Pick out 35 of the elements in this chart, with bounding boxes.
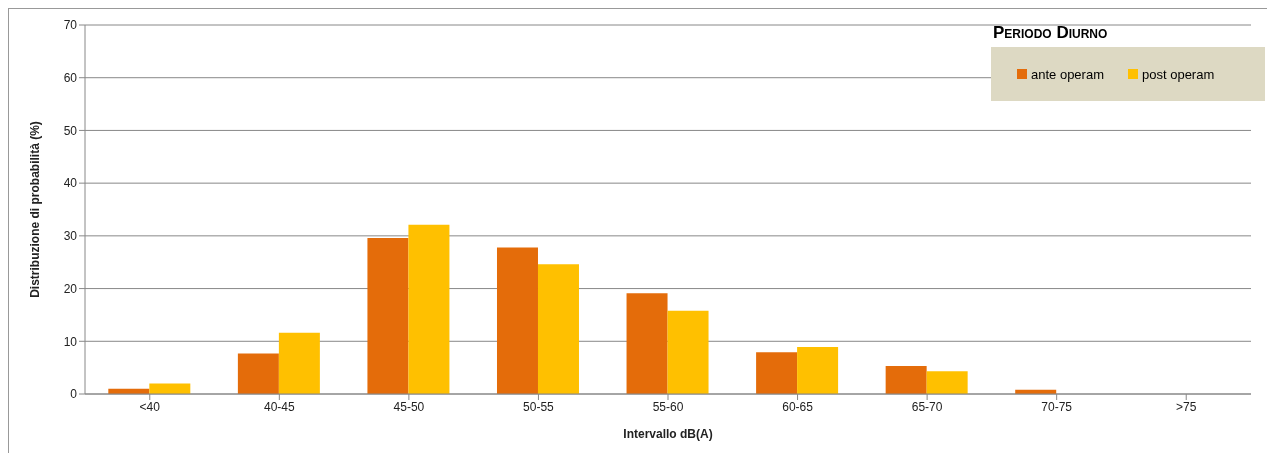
x-tick-label: <40 <box>139 399 161 414</box>
bar <box>237 353 279 394</box>
y-tick-label: 20 <box>63 281 78 296</box>
y-tick-label: 10 <box>63 334 78 349</box>
legend-label: ante operam <box>1030 66 1104 82</box>
bar <box>278 332 320 394</box>
bar <box>667 310 709 394</box>
bar <box>496 247 538 394</box>
bar <box>885 366 927 394</box>
y-tick-label: 50 <box>63 123 78 138</box>
y-tick-label: 30 <box>63 229 78 244</box>
bar <box>926 371 968 394</box>
bar <box>408 224 450 394</box>
bar <box>797 347 839 394</box>
x-axis-title: Intervallo dB(A) <box>623 427 713 441</box>
y-tick-label: 70 <box>63 18 78 33</box>
y-tick-label: 40 <box>63 176 78 191</box>
x-tick-label: 70-75 <box>1041 399 1073 414</box>
y-tick-label: 0 <box>70 387 78 402</box>
x-tick-label: 60-65 <box>782 399 814 414</box>
bar <box>626 293 668 394</box>
y-tick-label: 60 <box>63 70 78 85</box>
x-tick-label: 65-70 <box>911 399 943 414</box>
x-tick-label: 50-55 <box>523 399 555 414</box>
bar <box>149 383 191 394</box>
bar <box>537 264 579 394</box>
x-tick-label: >75 <box>1176 399 1197 414</box>
bar <box>367 237 409 394</box>
legend-title: Periodo Diurno <box>993 23 1109 44</box>
x-tick-label: 45-50 <box>393 399 425 414</box>
legend-label: post operam <box>1141 66 1215 82</box>
bar <box>756 352 798 394</box>
x-tick-label: 40-45 <box>263 399 295 414</box>
y-axis-title: Distribuzione di probabilità (%) <box>28 121 43 298</box>
x-tick-label: 55-60 <box>652 399 684 414</box>
